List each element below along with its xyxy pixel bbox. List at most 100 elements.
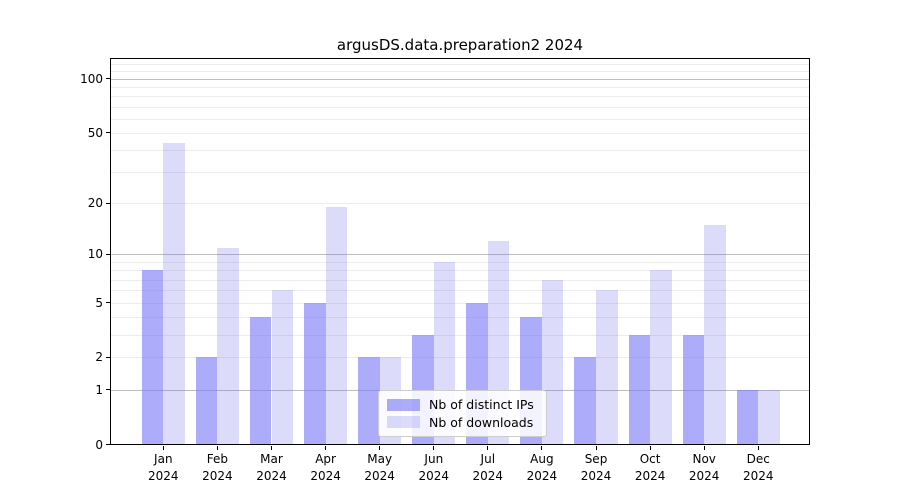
x-tick-feb — [216, 446, 218, 450]
bar-nb-of-distinct-ips-feb — [195, 357, 218, 444]
legend-item-distinct-ips: Nb of distinct IPs — [387, 397, 538, 412]
chart-title: argusDS.data.preparation2 2024 — [336, 36, 584, 54]
minor-gridline-4 — [111, 316, 809, 318]
x-tick-month-oct: Oct — [639, 452, 661, 466]
x-tick-label-aug: Aug 2024 — [512, 451, 572, 484]
bar-nb-of-distinct-ips-sep — [574, 357, 596, 444]
minor-gridline-50 — [111, 132, 809, 134]
x-tick-month-mar: Mar — [260, 452, 283, 466]
bar-nb-of-downloads-nov — [704, 224, 726, 444]
bar-nb-of-downloads-oct — [650, 270, 672, 444]
legend-label-distinct-ips: Nb of distinct IPs — [429, 397, 534, 413]
x-tick-month-aug: Aug — [530, 452, 554, 466]
x-tick-label-may: May 2024 — [350, 451, 410, 484]
x-tick-label-jan: Jan 2024 — [133, 451, 193, 484]
bar-nb-of-distinct-ips-dec — [736, 389, 759, 444]
legend-label-downloads: Nb of downloads — [429, 414, 534, 430]
minor-gridline-90 — [111, 87, 809, 88]
y-tick-label-10: 10 — [87, 247, 103, 262]
minor-gridline-60 — [111, 118, 809, 120]
y-tick-label-1: 1 — [95, 382, 103, 397]
x-tick-year-jun: 2024 — [418, 468, 450, 483]
x-tick-sep — [595, 446, 597, 450]
y-tick-label-20: 20 — [87, 196, 103, 211]
x-tick-year-oct: 2024 — [634, 468, 666, 483]
plot-area — [110, 58, 810, 445]
x-tick-jun — [433, 446, 435, 450]
minor-gridline-3 — [111, 334, 809, 336]
minor-gridline-6 — [111, 290, 809, 292]
minor-gridline-120 — [111, 64, 809, 66]
x-tick-mar — [271, 446, 272, 450]
x-tick-label-feb: Feb 2024 — [187, 451, 247, 484]
y-tick-label-2: 2 — [95, 350, 103, 365]
minor-gridline-5 — [111, 302, 809, 304]
x-tick-month-sep: Sep — [584, 452, 608, 466]
x-tick-aug — [541, 446, 543, 450]
bar-nb-of-distinct-ips-may — [358, 357, 380, 444]
bar-nb-of-distinct-ips-jan — [141, 270, 164, 444]
legend-swatch-downloads — [387, 416, 420, 429]
x-tick-jan — [162, 446, 164, 450]
x-tick-month-jan: Jan — [154, 452, 173, 466]
x-tick-month-nov: Nov — [692, 452, 716, 466]
x-tick-month-may: May — [367, 452, 393, 466]
x-tick-year-may: 2024 — [364, 468, 395, 483]
minor-gridline-110 — [111, 71, 809, 73]
x-tick-label-oct: Oct 2024 — [620, 451, 680, 484]
legend-item-downloads: Nb of downloads — [387, 415, 538, 430]
bar-nb-of-distinct-ips-nov — [682, 334, 705, 444]
x-tick-label-apr: Apr 2024 — [296, 451, 356, 484]
x-tick-nov — [703, 446, 705, 450]
x-tick-year-aug: 2024 — [526, 468, 558, 483]
legend-swatch-distinct-ips — [387, 398, 420, 411]
x-tick-year-nov: 2024 — [688, 468, 720, 483]
x-tick-year-apr: 2024 — [310, 468, 341, 483]
minor-gridline-8 — [111, 270, 809, 272]
x-tick-label-jun: Jun 2024 — [404, 451, 464, 484]
x-tick-month-feb: Feb — [206, 452, 229, 466]
x-tick-month-jul: Jul — [480, 452, 496, 466]
x-tick-year-dec: 2024 — [743, 468, 774, 483]
minor-gridline-80 — [111, 96, 809, 98]
y-tick-label-0: 0 — [95, 437, 103, 452]
legend: Nb of distinct IPs Nb of downloads — [378, 390, 547, 437]
bar-nb-of-downloads-aug — [541, 279, 564, 444]
y-tick-label-5: 5 — [95, 295, 103, 310]
minor-gridline-40 — [111, 150, 809, 152]
minor-gridline-9 — [111, 262, 809, 263]
x-tick-may — [379, 446, 381, 450]
bar-nb-of-downloads-dec — [758, 389, 780, 444]
x-tick-label-dec: Dec 2024 — [728, 451, 788, 484]
x-tick-year-feb: 2024 — [202, 468, 233, 483]
x-tick-dec — [757, 446, 759, 450]
bar-nb-of-downloads-apr — [325, 207, 348, 444]
bar-nb-of-distinct-ips-apr — [304, 302, 326, 444]
x-tick-oct — [649, 446, 651, 450]
x-tick-year-jul: 2024 — [472, 468, 504, 483]
x-tick-jul — [487, 446, 489, 450]
x-tick-month-apr: Apr — [315, 452, 336, 466]
minor-gridline-30 — [111, 172, 809, 174]
bar-nb-of-downloads-sep — [596, 290, 618, 444]
x-tick-year-mar: 2024 — [256, 468, 287, 483]
x-tick-apr — [325, 446, 327, 450]
bar-nb-of-downloads-mar — [271, 290, 294, 444]
bar-nb-of-downloads-feb — [217, 247, 239, 444]
x-tick-label-sep: Sep 2024 — [566, 451, 626, 484]
major-gridline-10 — [111, 254, 809, 256]
x-tick-label-nov: Nov 2024 — [674, 451, 734, 484]
minor-gridline-70 — [111, 106, 809, 108]
x-tick-label-mar: Mar 2024 — [242, 451, 302, 484]
x-tick-month-jun: Jun — [424, 452, 444, 466]
bar-nb-of-distinct-ips-mar — [249, 316, 272, 444]
y-tick-label-100: 100 — [80, 71, 103, 86]
x-tick-month-dec: Dec — [746, 452, 770, 466]
x-tick-year-jan: 2024 — [148, 468, 179, 483]
bar-nb-of-downloads-jan — [163, 142, 185, 444]
minor-gridline-20 — [111, 203, 809, 205]
bar-nb-of-distinct-ips-oct — [628, 334, 651, 444]
x-tick-label-jul: Jul 2024 — [458, 451, 518, 484]
y-tick-label-50: 50 — [87, 125, 103, 140]
